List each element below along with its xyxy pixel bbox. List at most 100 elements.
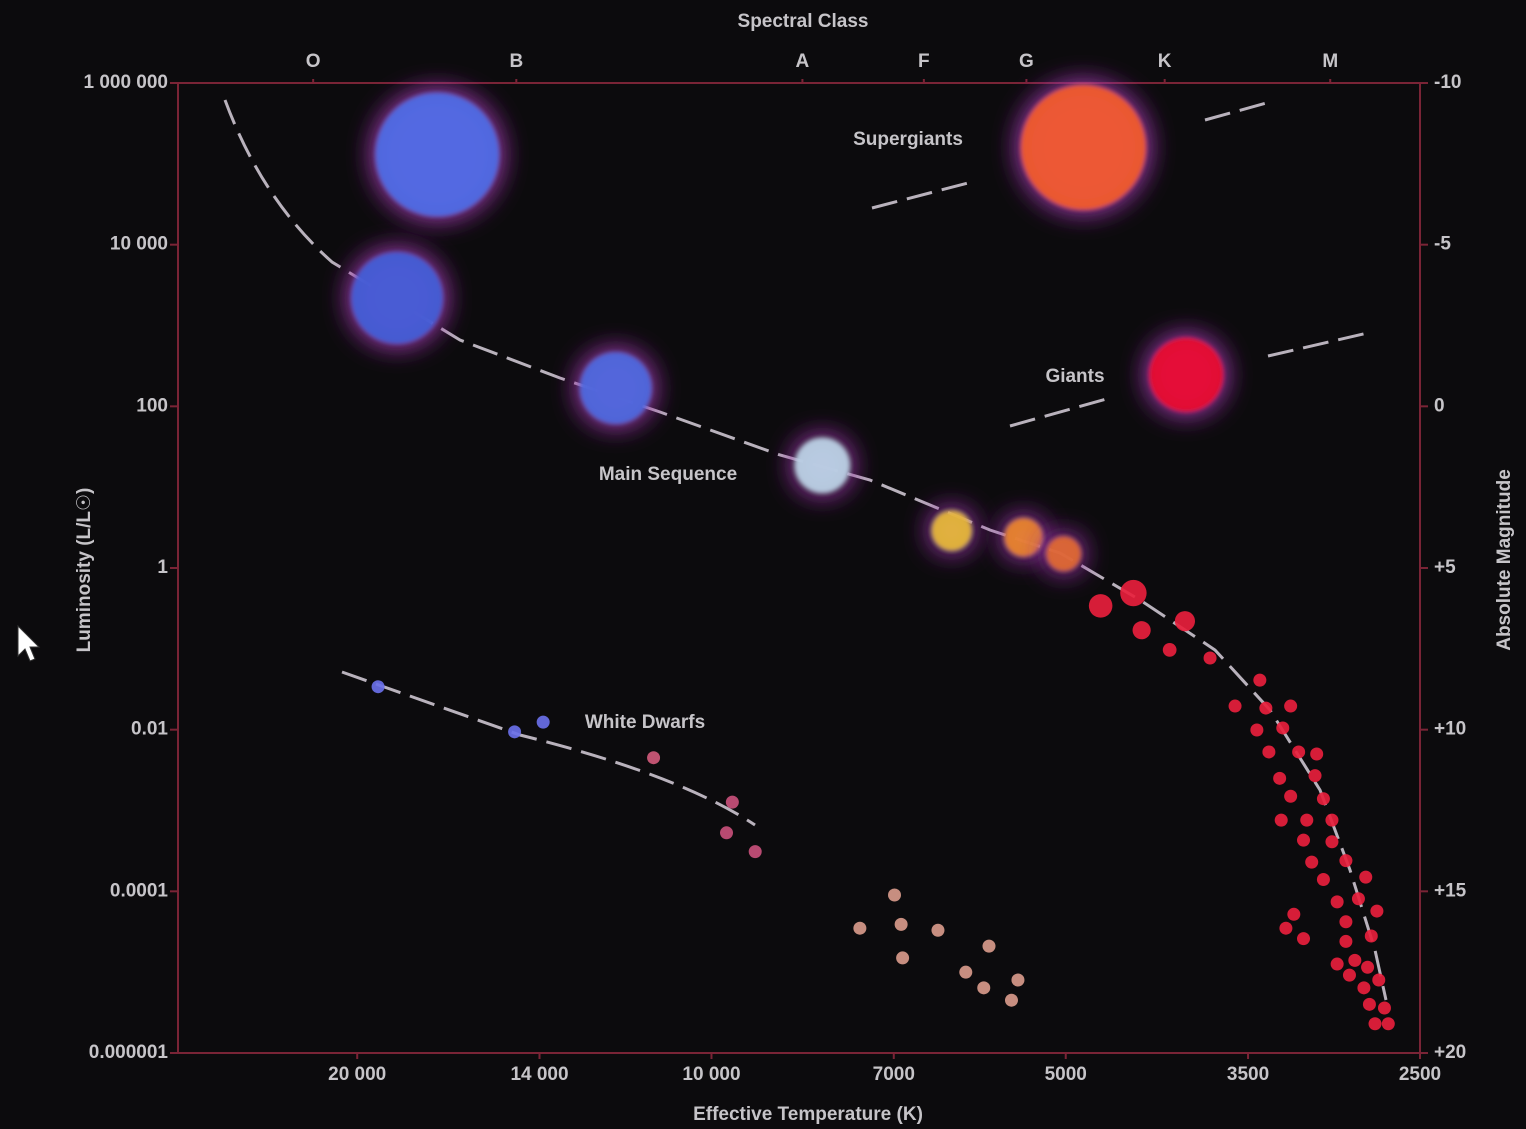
star	[959, 965, 973, 979]
star	[1342, 968, 1356, 982]
star	[1148, 337, 1224, 413]
star	[894, 917, 908, 931]
star	[1370, 904, 1384, 918]
y2-axis-title: Absolute Magnitude	[1494, 469, 1515, 651]
star	[1377, 1001, 1391, 1015]
star	[720, 826, 734, 840]
star	[853, 921, 867, 935]
star	[1364, 929, 1378, 943]
star	[794, 437, 850, 493]
guide-curves	[223, 99, 1388, 1001]
spectral-class-label: G	[1019, 51, 1034, 72]
star	[647, 751, 661, 765]
star	[1325, 813, 1339, 827]
star	[1362, 997, 1376, 1011]
region-label: Giants	[1045, 366, 1104, 387]
star	[1174, 611, 1196, 632]
star	[1368, 1017, 1382, 1031]
spectral-class-label: A	[796, 51, 810, 72]
y-tick-label: 0.01	[131, 719, 168, 740]
supergiant-line	[871, 100, 1271, 210]
star	[931, 923, 945, 937]
x-tick-label: 10 000	[682, 1064, 740, 1085]
star	[1297, 833, 1311, 847]
star	[1316, 792, 1330, 806]
star	[1300, 813, 1314, 827]
spectral-class-label: M	[1322, 51, 1338, 72]
y-tick-label: 100	[136, 395, 168, 416]
giant-line	[1009, 330, 1373, 428]
star	[1004, 993, 1018, 1007]
star	[536, 715, 550, 729]
star	[350, 251, 444, 345]
star	[982, 939, 996, 953]
star	[1284, 789, 1298, 803]
series	[371, 680, 762, 859]
star	[1339, 854, 1353, 868]
star	[1284, 699, 1298, 713]
star	[1308, 769, 1322, 783]
y2-tick-label: -10	[1434, 72, 1461, 93]
series	[853, 888, 1025, 1007]
x-tick-label: 7000	[873, 1064, 915, 1085]
region-label: Main Sequence	[599, 464, 737, 485]
star	[725, 795, 739, 809]
star	[1276, 721, 1290, 735]
star	[1372, 973, 1386, 987]
star	[1292, 745, 1306, 759]
y2-tick-label: +5	[1434, 557, 1456, 578]
star	[1287, 907, 1301, 921]
y-tick-label: 1 000 000	[83, 72, 168, 93]
star	[1330, 957, 1344, 971]
y-tick-label: 10 000	[110, 234, 168, 255]
star	[1297, 932, 1311, 946]
star	[1259, 701, 1273, 715]
y2-tick-label: 0	[1434, 395, 1445, 416]
region-label: White Dwarfs	[585, 712, 705, 733]
star	[1250, 723, 1264, 737]
y2-tick-label: +10	[1434, 719, 1466, 740]
series	[350, 251, 1395, 1031]
star	[1253, 673, 1267, 687]
star	[1274, 813, 1288, 827]
star	[1273, 771, 1287, 785]
spectral-class-label: K	[1158, 51, 1172, 72]
x-tick-label: 2500	[1399, 1064, 1441, 1085]
star	[1120, 579, 1147, 607]
star	[371, 680, 385, 694]
star	[1132, 621, 1151, 640]
star	[1351, 892, 1365, 906]
star	[1381, 1017, 1395, 1031]
star	[1310, 747, 1324, 761]
x-axis-title: Effective Temperature (K)	[693, 1104, 923, 1125]
star	[1011, 973, 1025, 987]
series	[1148, 337, 1224, 413]
star	[1359, 870, 1373, 884]
star	[931, 510, 972, 551]
star	[1228, 699, 1242, 713]
x-tick-label: 3500	[1227, 1064, 1269, 1085]
star	[1162, 643, 1177, 657]
y2-tick-label: -5	[1434, 234, 1451, 255]
star	[1262, 745, 1276, 759]
star	[1339, 934, 1353, 948]
white-dwarf-curve	[341, 670, 756, 827]
region-label: Supergiants	[853, 129, 963, 150]
star	[1305, 855, 1319, 869]
star	[896, 951, 910, 965]
star	[1046, 536, 1082, 572]
star	[888, 888, 902, 902]
star	[1357, 981, 1371, 995]
star	[1325, 835, 1339, 849]
star	[1348, 953, 1362, 967]
spectral-class-label: O	[306, 51, 321, 72]
top-axis-title: Spectral Class	[738, 11, 869, 32]
star	[508, 725, 522, 739]
y-axis-title: Luminosity (L/L☉)	[74, 488, 95, 653]
star	[1004, 517, 1043, 557]
star	[375, 92, 500, 217]
star	[748, 845, 762, 859]
star	[1339, 915, 1353, 929]
